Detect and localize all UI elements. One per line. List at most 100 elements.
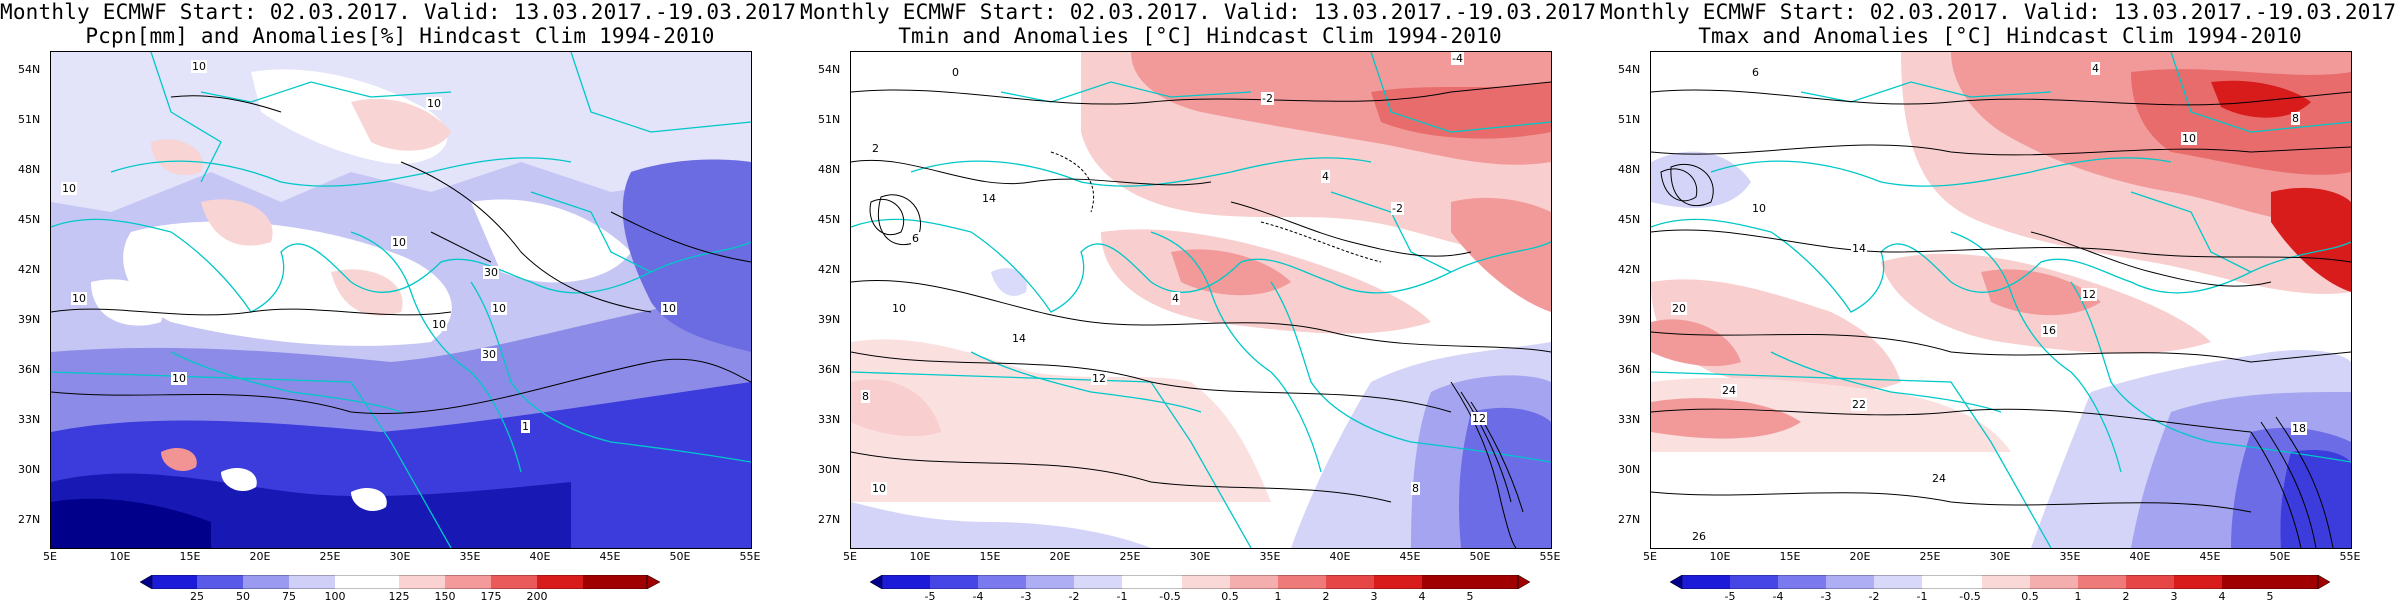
lon-label: 45E (1399, 550, 1421, 563)
lat-label: 30N (818, 463, 841, 476)
contour-label: 10 (61, 182, 77, 195)
lat-label: 54N (18, 63, 41, 76)
colorbar-tick: -5 (924, 590, 936, 603)
lon-label: 20E (1049, 550, 1071, 563)
contour-label: 16 (2041, 324, 2057, 337)
contour-label: 10 (171, 372, 187, 385)
colorbar-tick: -3 (1820, 590, 1832, 603)
contour-label: 1 (521, 420, 530, 433)
lon-label: 35E (2059, 550, 2081, 563)
lat-label: 45N (1618, 213, 1641, 226)
lon-label: 45E (599, 550, 621, 563)
colorbar-tick: -5 (1724, 590, 1736, 603)
contour-label: 10 (2181, 132, 2197, 145)
colorbar-tick: 2 (2122, 590, 2130, 603)
tmax-colorbar (1670, 575, 2330, 589)
lat-label: 48N (18, 163, 41, 176)
contour-label: 10 (871, 482, 887, 495)
colorbar-tick: -1 (1116, 590, 1128, 603)
contour-label: 12 (1091, 372, 1107, 385)
contour-label: 22 (1851, 398, 1867, 411)
lon-label: 30E (1989, 550, 2011, 563)
colorbar-tick: 3 (2170, 590, 2178, 603)
colorbar-tick: 4 (1418, 590, 1426, 603)
colorbar-tick: -2 (1068, 590, 1080, 603)
colorbar-tick: 150 (434, 590, 456, 603)
contour-label: 4 (1171, 292, 1180, 305)
lat-label: 48N (818, 163, 841, 176)
contour-label: 10 (71, 292, 87, 305)
lat-label: 36N (18, 363, 41, 376)
contour-label: 8 (2291, 112, 2300, 125)
lon-label: 25E (1919, 550, 1941, 563)
lat-label: 27N (818, 513, 841, 526)
contour-label: -4 (1451, 52, 1464, 65)
lon-label: 20E (249, 550, 271, 563)
contour-label: -2 (1261, 92, 1274, 105)
contour-label: 6 (1751, 66, 1760, 79)
lat-label: 51N (1618, 113, 1641, 126)
colorbar-tick: -0.5 (1959, 590, 1981, 603)
tmin-panel: Monthly ECMWF Start: 02.03.2017. Valid: … (800, 0, 1609, 603)
lon-label: 15E (1779, 550, 1801, 563)
contour-label: 18 (2291, 422, 2307, 435)
tmax-map: 6 4 8 10 14 16 20 24 22 24 10 12 18 26 (1650, 51, 2352, 549)
colorbar-tick: 3 (1370, 590, 1378, 603)
contour-label: 26 (1691, 530, 1707, 543)
lat-label: 42N (18, 263, 41, 276)
colorbar-tick: -1 (1916, 590, 1928, 603)
colorbar-tick: -4 (1772, 590, 1784, 603)
lat-label: 33N (18, 413, 41, 426)
lat-label: 39N (18, 313, 41, 326)
colorbar-tick: 0.5 (2021, 590, 2039, 603)
lat-label: 54N (1618, 63, 1641, 76)
contour-label: -2 (1391, 202, 1404, 215)
lat-label: 39N (818, 313, 841, 326)
lon-label: 30E (1189, 550, 1211, 563)
lat-label: 30N (18, 463, 41, 476)
lon-label: 25E (1119, 550, 1141, 563)
contour-label: 14 (1851, 242, 1867, 255)
contour-label: 10 (426, 97, 442, 110)
colorbar-tick: 50 (236, 590, 250, 603)
colorbar-tick: 100 (324, 590, 346, 603)
contour-label: 10 (191, 60, 207, 73)
panel-title-line2: Tmin and Anomalies [°C] Hindcast Clim 19… (898, 24, 1502, 48)
lat-label: 45N (818, 213, 841, 226)
lat-label: 36N (1618, 363, 1641, 376)
colorbar-tick: 75 (282, 590, 296, 603)
tmin-colorbar (870, 575, 1530, 589)
precip-colorbar (140, 575, 660, 589)
lon-label: 40E (1329, 550, 1351, 563)
contour-label: 30 (483, 266, 499, 279)
lon-label: 35E (1259, 550, 1281, 563)
contour-label: 12 (1471, 412, 1487, 425)
precip-map: 10 10 10 10 10 30 10 10 30 1 10 10 (50, 51, 752, 549)
lon-label: 35E (459, 550, 481, 563)
lat-label: 27N (18, 513, 41, 526)
contour-label: 12 (2081, 288, 2097, 301)
lat-label: 33N (818, 413, 841, 426)
contour-label: 2 (871, 142, 880, 155)
lat-label: 51N (18, 113, 41, 126)
colorbar-tick: 1 (1274, 590, 1282, 603)
colorbar-tick: 5 (1466, 590, 1474, 603)
contour-label: 10 (391, 236, 407, 249)
contour-label: 14 (1011, 332, 1027, 345)
lon-label: 50E (2269, 550, 2291, 563)
lon-label: 5E (843, 550, 857, 563)
lon-label: 25E (319, 550, 341, 563)
contour-label: 24 (1931, 472, 1947, 485)
tmin-map: 0 -2 -4 2 6 10 14 8 12 10 4 -2 12 8 14 4 (850, 51, 1552, 549)
contour-label: 10 (431, 318, 447, 331)
contour-label: 14 (981, 192, 997, 205)
lon-label: 5E (43, 550, 57, 563)
contour-label: 8 (1411, 482, 1420, 495)
lat-label: 27N (1618, 513, 1641, 526)
contour-label: 30 (481, 348, 497, 361)
precip-panel: Monthly ECMWF Start: 02.03.2017. Valid: … (0, 0, 809, 603)
lon-label: 30E (389, 550, 411, 563)
lon-label: 45E (2199, 550, 2221, 563)
contour-label: 4 (2091, 62, 2100, 75)
panel-title-line2: Pcpn[mm] and Anomalies[%] Hindcast Clim … (85, 24, 715, 48)
